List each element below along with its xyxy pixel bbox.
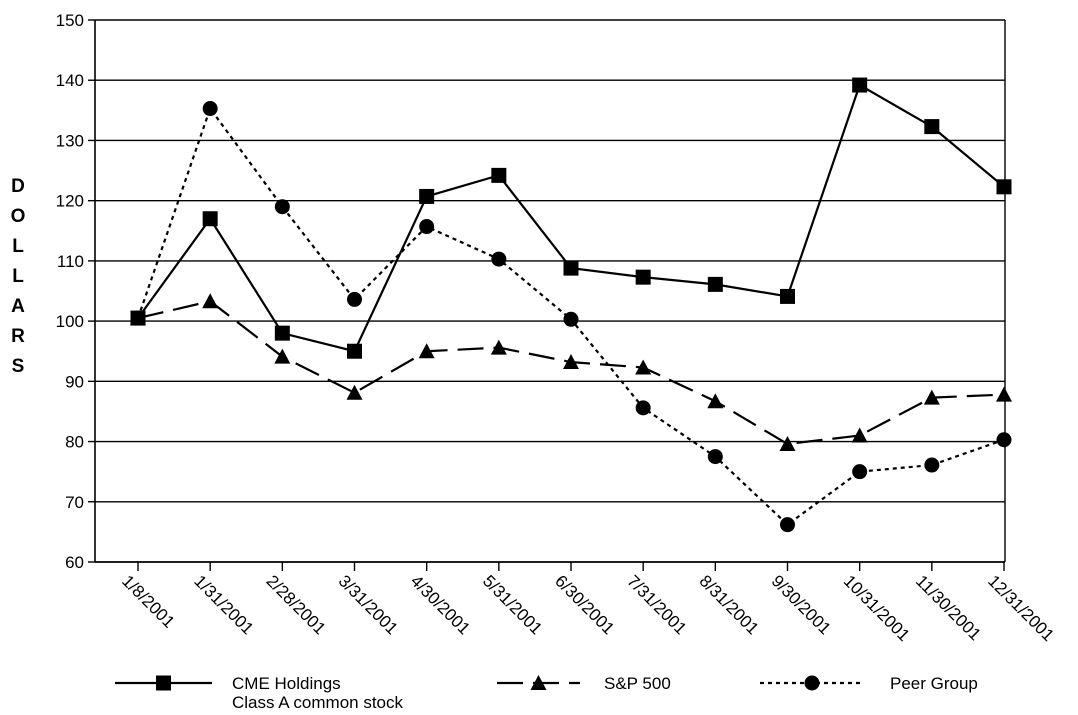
x-tick-label: 4/30/2001 [407,571,474,638]
data-point-triangle [635,359,652,375]
data-point-triangle [346,384,363,400]
y-tick-label: 150 [56,11,84,30]
data-point-circle [130,310,146,326]
legend-label: CME Holdings [232,674,341,693]
data-point-circle [563,311,579,327]
y-axis-label-letter: S [12,356,25,377]
y-axis-label-letter: A [11,296,25,317]
data-point-triangle [563,354,579,370]
x-tick-labels: 1/8/2001 1/31/2001 2/28/2001 3/31/2001 4/30/… [118,571,1058,645]
x-tick-label: 2/28/2001 [263,571,330,638]
data-point-square [780,288,795,304]
data-point-circle [635,400,651,416]
legend-label: Class A common stock [232,693,404,712]
y-tick-label: 120 [56,192,84,211]
legend-item: Peer Group [760,674,978,693]
data-point-square [419,188,435,204]
x-tick-label: 1/31/2001 [190,571,257,638]
x-tick-label: 3/31/2001 [335,571,402,638]
data-point-circle [852,464,868,480]
legend-label: S&P 500 [604,674,671,693]
data-point-triangle [202,293,219,309]
data-point-square [156,675,171,691]
x-tick-label: 7/31/2001 [623,571,690,638]
y-axis-label-letter: R [11,326,25,347]
data-point-square [996,179,1012,195]
y-tick-label: 60 [65,553,84,572]
data-point-circle [419,219,435,235]
y-axis-label-letter: O [11,206,26,227]
data-point-triangle [490,339,507,355]
data-point-square [924,119,940,135]
data-point-square [491,167,507,183]
y-tick-label: 90 [65,372,84,391]
y-tick-label: 70 [65,493,84,512]
x-tick-label: 11/30/2001 [912,571,985,644]
data-point-triangle [851,427,868,443]
grid-lines [95,19,1005,563]
series-lines [130,77,1012,533]
y-tick-label: 110 [57,252,84,271]
data-point-square [852,77,868,93]
x-tick-label: 1/8/2001 [118,571,178,631]
data-point-circle [347,291,362,307]
y-tick-label: 80 [65,433,84,452]
data-point-circle [202,101,218,117]
x-tick-label: 10/31/2001 [840,571,914,645]
data-point-square [635,269,651,285]
legend-label: Peer Group [890,674,978,693]
y-tick-label: 130 [56,131,84,150]
data-point-triangle [274,348,291,364]
data-point-square [202,211,218,227]
y-tick-label: 140 [56,71,84,90]
y-tick-label: 100 [56,312,84,331]
y-axis-label-letter: L [12,236,24,257]
axes [88,19,1006,571]
data-point-circle [707,449,723,465]
y-tick-labels: 60 70 80 90 100 110 120 130 140 150 [56,11,84,572]
data-point-circle [996,432,1012,448]
data-point-square [707,276,723,292]
data-point-triangle [418,343,435,359]
data-point-triangle [923,389,940,405]
data-point-triangle [779,435,796,451]
data-point-circle [274,199,290,215]
data-point-circle [780,517,795,533]
data-point-triangle [707,393,724,409]
data-point-circle [491,251,507,267]
x-tick-label: 6/30/2001 [551,571,618,638]
legend-item: S&P 500 [497,674,671,693]
x-tick-label: 12/31/2001 [984,571,1058,645]
y-axis-label-letter: L [12,266,24,287]
data-point-square [347,343,362,359]
x-tick-label: 5/31/2001 [479,571,546,638]
x-tick-label: 9/30/2001 [768,571,835,638]
data-point-circle [924,457,940,473]
data-point-triangle [996,386,1012,402]
data-point-triangle [530,675,547,690]
y-axis-label-letter: D [11,176,25,197]
data-point-square [274,325,290,341]
series-line-0 [137,83,1005,353]
data-point-square [563,260,579,276]
x-tick-label: 8/31/2001 [696,571,763,638]
data-point-circle [804,675,820,691]
